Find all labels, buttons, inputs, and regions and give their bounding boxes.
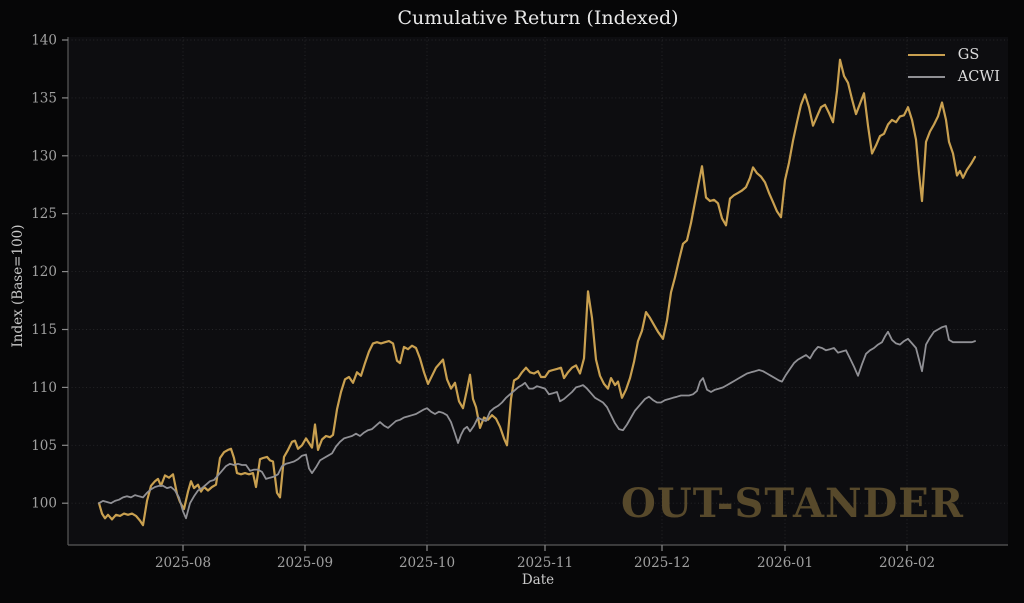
plot-background (68, 37, 1008, 545)
legend-label-gs: GS (957, 47, 980, 63)
gs-line (97, 58, 977, 527)
legend-label-acwi: ACWI (957, 68, 1000, 85)
x-tick-label: 2026-01 (757, 555, 813, 571)
legend-item-acwi: ACWI (907, 68, 1000, 85)
y-axis-title: Index (Base=100) (10, 224, 26, 348)
watermark-text: OUT-STANDER (621, 480, 964, 527)
x-tick-label: 2025-08 (155, 555, 211, 571)
x-tick-label: 2025-10 (399, 555, 455, 571)
y-tick-label: 105 (31, 438, 57, 454)
y-tick-label: 140 (31, 33, 57, 49)
legend: GS ACWI (904, 46, 1004, 86)
x-tick-label: 2025-11 (517, 555, 573, 571)
y-tick-label: 120 (31, 264, 57, 280)
chart-title: Cumulative Return (Indexed) (397, 7, 679, 29)
y-tick-label: 110 (31, 380, 57, 396)
acwi-line-swatch-icon (907, 75, 945, 78)
y-tick-label: 125 (31, 206, 57, 222)
x-tick-label: 2025-09 (277, 555, 333, 571)
gs-line-swatch-icon (907, 54, 945, 57)
x-axis-title: Date (521, 572, 555, 588)
x-tick-label: 2026-02 (879, 555, 935, 571)
y-tick-label: 115 (31, 322, 57, 338)
x-tick-label: 2025-12 (634, 555, 690, 571)
legend-item-gs: GS (907, 47, 1000, 63)
y-tick-label: 130 (31, 148, 57, 164)
y-tick-label: 100 (31, 496, 57, 512)
acwi-line (98, 325, 976, 520)
y-tick-label: 135 (31, 90, 57, 106)
